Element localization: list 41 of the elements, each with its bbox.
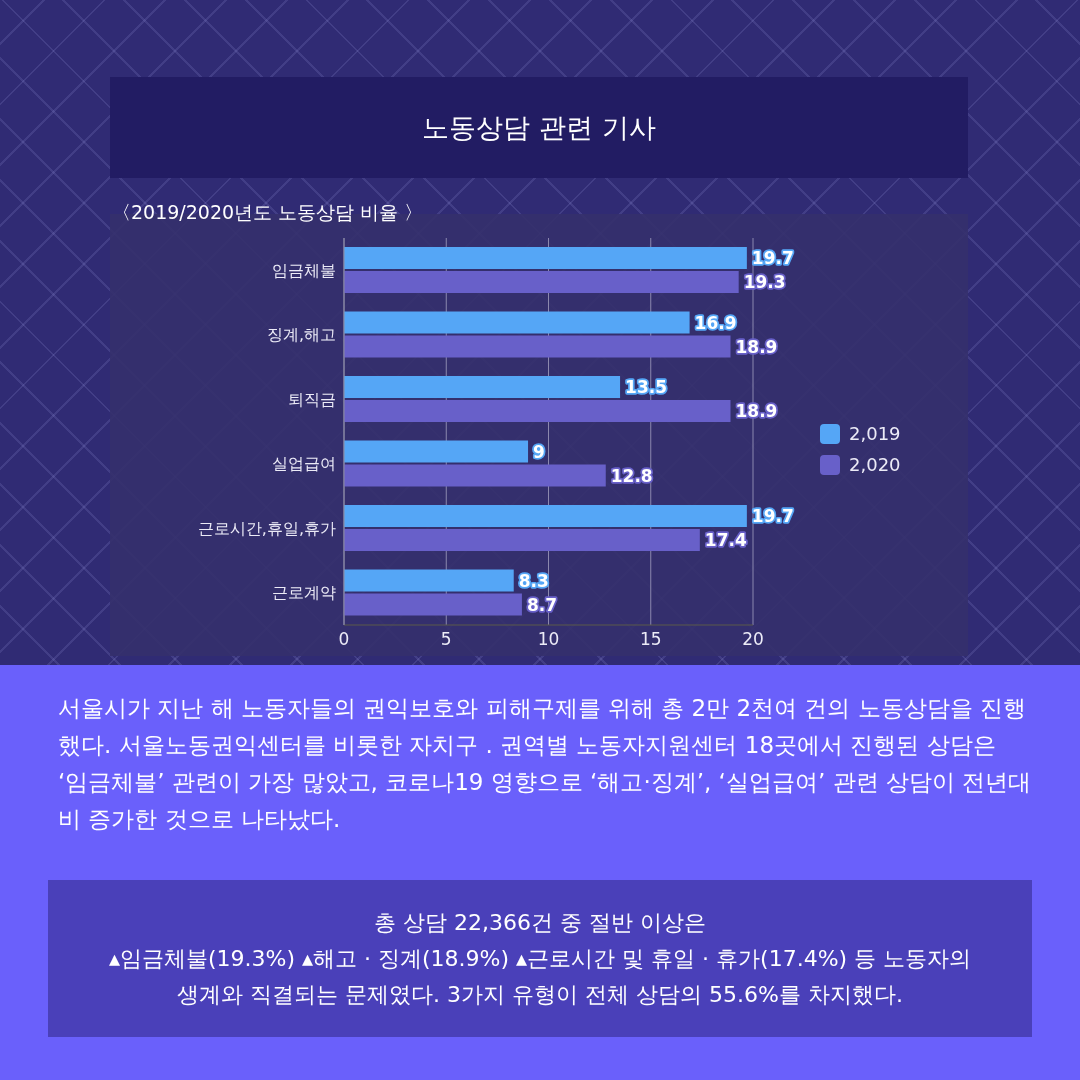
bar bbox=[344, 529, 700, 551]
data-label: 16.9 bbox=[694, 312, 737, 333]
x-tick-label: 10 bbox=[537, 629, 560, 650]
y-tick-label: 근로시간,휴일,휴가 bbox=[197, 518, 336, 538]
chart-subtitle: 〈2019/2020년도 노동상담 비율 〉 bbox=[112, 200, 424, 225]
data-label: 19.7 bbox=[751, 248, 794, 268]
data-label: 17.4 bbox=[704, 530, 747, 550]
bar bbox=[344, 376, 621, 398]
bar bbox=[344, 335, 731, 358]
bar bbox=[344, 464, 606, 487]
bar bbox=[344, 271, 739, 293]
y-tick-label: 실업급여 bbox=[272, 454, 336, 474]
x-tick-label: 15 bbox=[639, 629, 662, 650]
bar bbox=[344, 593, 522, 616]
bar bbox=[344, 569, 514, 592]
data-label: 9 bbox=[533, 441, 545, 462]
y-tick-label: 퇴직금 bbox=[288, 389, 336, 409]
bar bbox=[344, 311, 690, 334]
x-tick-label: 0 bbox=[338, 629, 350, 650]
data-label: 19.3 bbox=[743, 272, 786, 292]
data-label: 19.7 bbox=[751, 506, 794, 526]
y-tick-label: 임금체불 bbox=[272, 260, 336, 280]
chart-title: 노동상담 관련 기사 bbox=[422, 110, 656, 145]
text: 서울시가 지난 해 노동자들의 권익보호와 피해구제를 위해 총 2만 2천여 건의 노동상담을 진행했다. 서울노동권익센터를 비롯한 자치구 . 권역별 노동자지원센터 18곳에서 진행된 상담은 ‘임금체불’ 관련이 가장 많았고, 코로나19 영향으로 ‘해고·징계’, ‘실업급여’ 관련 상담이 전년대비 증가한 것으로 나타났다. bbox=[58, 694, 1033, 834]
x-tick-label: 5 bbox=[440, 629, 452, 650]
data-label: 18.9 bbox=[735, 401, 778, 421]
legend-label: 2,020 bbox=[849, 454, 901, 475]
bar bbox=[344, 440, 529, 463]
data-label: 12.8 bbox=[610, 465, 653, 486]
data-label: 13.5 bbox=[625, 377, 668, 397]
legend-label: 2,019 bbox=[849, 423, 901, 444]
data-label: 8.7 bbox=[526, 594, 558, 615]
bar bbox=[344, 247, 747, 269]
data-label: 8.3 bbox=[518, 570, 549, 591]
bar bbox=[344, 400, 731, 422]
x-tick-label: 20 bbox=[742, 629, 764, 650]
y-tick-label: 징계,해고 bbox=[266, 325, 336, 345]
data-label: 18.9 bbox=[735, 336, 778, 357]
bar bbox=[344, 505, 747, 527]
text: 총 상담 22,366건 중 절반 이상은 ▴임금체불(19.3%) ▴해고 · 징계(18.9%) ▴근로시간 및 휴일 · 휴가(17.4%) 등 노동자의 생계와 직결되는 문제였다. 3가지 유형이 전체 상담의 55.6%를 차지했다. bbox=[107, 908, 973, 1009]
y-tick-label: 근로계약 bbox=[272, 583, 336, 603]
